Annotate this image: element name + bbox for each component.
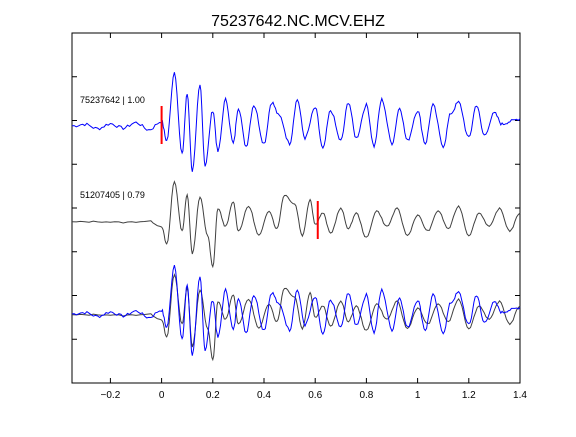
ticks-layer: −0.2 0 0.2 0.4 0.6 0.8 1 1.2 1.4 xyxy=(72,33,527,401)
x-tick-label: −0.2 xyxy=(101,390,121,401)
trace-1-line xyxy=(71,72,521,172)
x-tick-label: 0 xyxy=(159,390,165,401)
traces-layer xyxy=(71,72,521,362)
labels-layer: 75237642 | 1.00 51207405 | 0.79 xyxy=(80,95,145,200)
trace-label-2: 51207405 | 0.79 xyxy=(80,190,145,200)
x-tick-label: 1 xyxy=(415,390,421,401)
overlay-trace-2-line xyxy=(71,273,521,362)
chart-title: 75237642.NC.MCV.EHZ xyxy=(211,13,385,30)
x-tick-label: 0.4 xyxy=(257,390,271,401)
trace-label-1: 75237642 | 1.00 xyxy=(80,95,145,105)
x-tick-label: 1.4 xyxy=(513,390,527,401)
x-tick-label: 1.2 xyxy=(462,390,476,401)
x-tick-label: 0.6 xyxy=(308,390,322,401)
x-tick-label: 0.2 xyxy=(206,390,220,401)
trace-2-line xyxy=(71,180,521,269)
x-tick-label: 0.8 xyxy=(359,390,373,401)
overlay-trace-1-line xyxy=(71,264,521,356)
